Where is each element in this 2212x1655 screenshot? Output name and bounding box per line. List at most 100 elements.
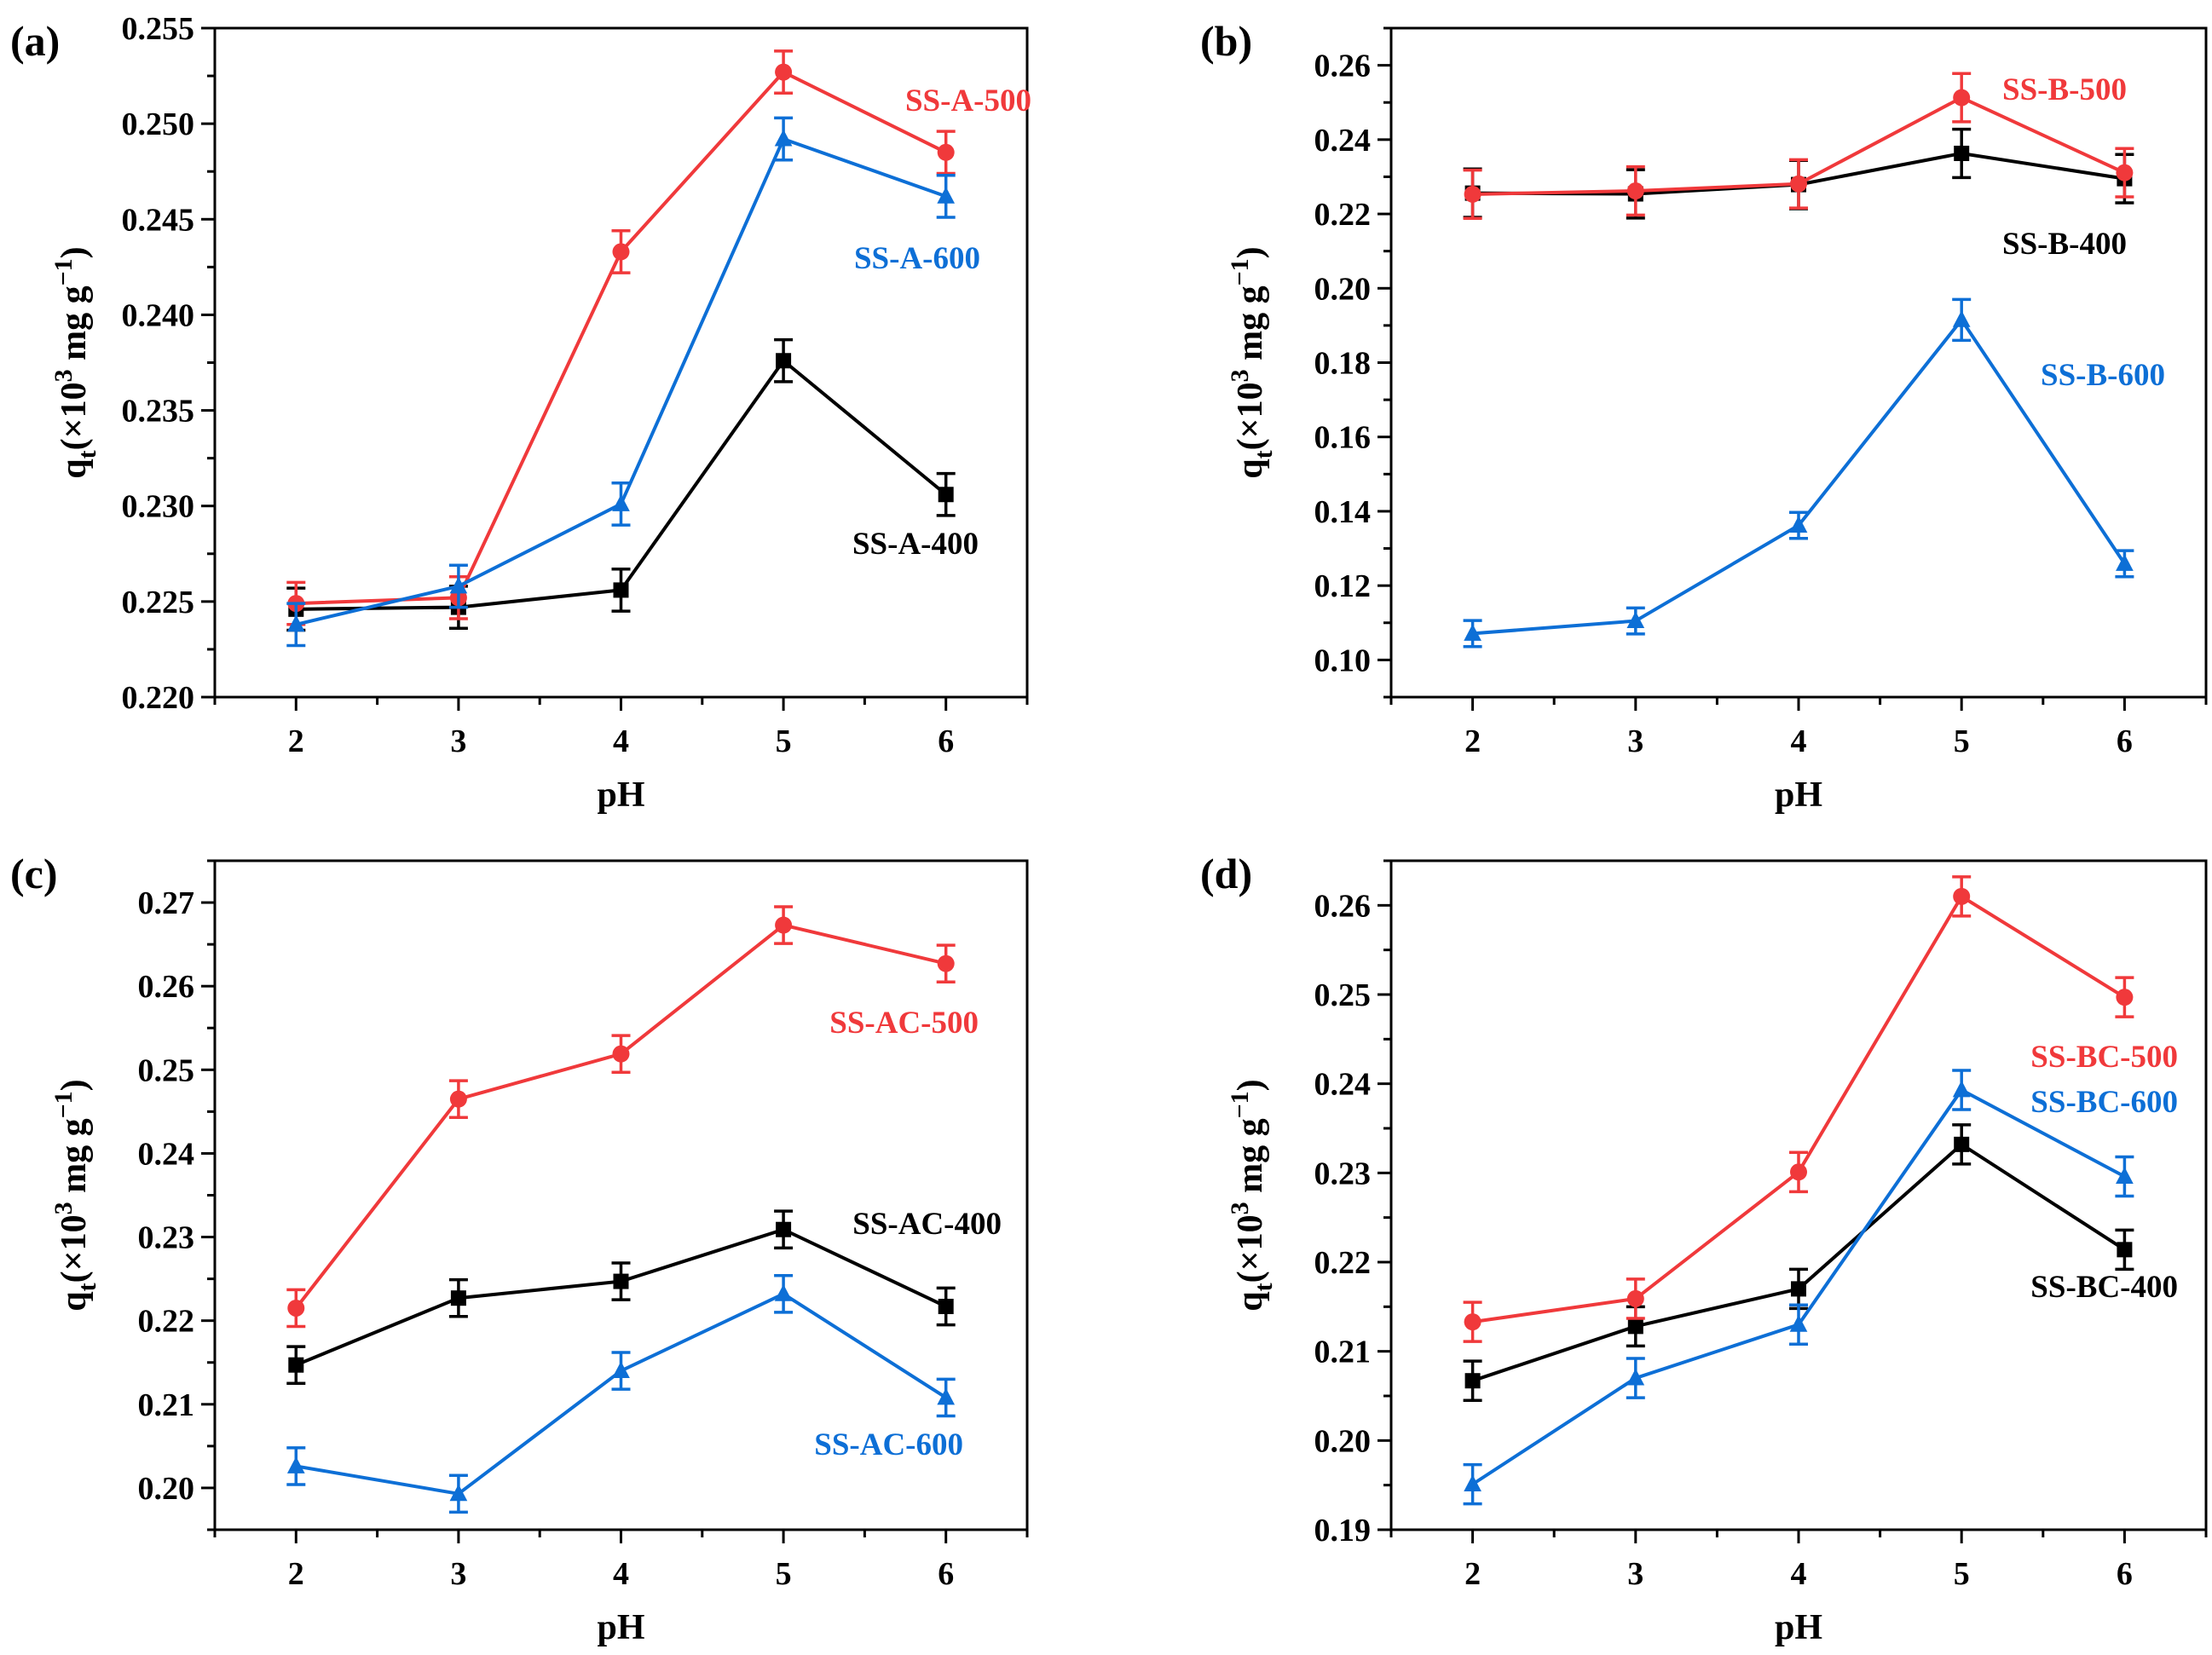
x-tick-label: 4 bbox=[1791, 724, 1807, 759]
series-SS-AC-500: SS-AC-500 bbox=[286, 905, 979, 1329]
x-tick-label: 5 bbox=[1954, 1556, 1970, 1592]
y-tick-label: 0.240 bbox=[122, 297, 195, 333]
x-axis-label: pH bbox=[597, 776, 644, 815]
data-point bbox=[1464, 1373, 1481, 1389]
data-point bbox=[937, 143, 955, 161]
x-tick-label: 3 bbox=[450, 1556, 466, 1592]
x-tick-label: 2 bbox=[1464, 1556, 1481, 1592]
y-tick-label: 0.250 bbox=[122, 107, 195, 142]
data-point bbox=[1953, 887, 1971, 905]
y-tick-label: 0.26 bbox=[1314, 49, 1372, 84]
data-point bbox=[286, 1456, 305, 1473]
y-tick-label: 0.24 bbox=[1314, 123, 1372, 159]
panel-label: (d) bbox=[1200, 850, 1252, 897]
series-label: SS-B-500 bbox=[2002, 72, 2127, 107]
data-point bbox=[1789, 1315, 1808, 1332]
data-point bbox=[775, 916, 793, 934]
series-label: SS-A-500 bbox=[905, 84, 1031, 118]
x-tick-label: 3 bbox=[450, 724, 466, 759]
x-axis-label: pH bbox=[1775, 1608, 1822, 1647]
chart-panel-1: (a) 2 3 4 5 6 0.220 0.225 0.230 0.235 0.240 0.245 0.… bbox=[10, 11, 1031, 815]
x-tick-label: 5 bbox=[776, 724, 792, 759]
x-tick-label: 2 bbox=[288, 1556, 304, 1592]
x-tick-label: 3 bbox=[1627, 1556, 1643, 1592]
data-point bbox=[1953, 89, 1971, 107]
data-point bbox=[1464, 624, 1481, 641]
x-tick-label: 2 bbox=[1464, 724, 1481, 759]
y-tick-label: 0.225 bbox=[122, 585, 195, 620]
data-point bbox=[775, 63, 793, 81]
x-tick-label: 5 bbox=[776, 1556, 792, 1592]
data-point bbox=[938, 487, 954, 503]
y-tick-label: 0.21 bbox=[138, 1387, 195, 1423]
y-tick-label: 0.22 bbox=[1314, 1245, 1372, 1281]
y-tick-label: 0.23 bbox=[138, 1220, 195, 1256]
x-tick-label: 3 bbox=[1627, 724, 1643, 759]
series-label: SS-A-600 bbox=[854, 241, 980, 276]
chart-panel-4: (d) 2 3 4 5 6 0.19 0.20 0.21 0.22 0.23 0.24 0.25 0.26… bbox=[1200, 850, 2208, 1647]
x-tick-label: 4 bbox=[613, 1556, 629, 1592]
data-point bbox=[937, 954, 955, 972]
data-point bbox=[774, 129, 793, 147]
y-tick-label: 0.22 bbox=[1314, 197, 1372, 233]
y-tick-label: 0.20 bbox=[138, 1471, 195, 1507]
series-SS-BC-400: SS-BC-400 bbox=[1463, 1123, 2178, 1402]
series-label: SS-B-400 bbox=[2002, 227, 2127, 262]
y-tick-label: 0.26 bbox=[138, 969, 195, 1005]
data-point bbox=[1464, 1313, 1481, 1331]
panel-label: (a) bbox=[10, 17, 60, 65]
y-tick-label: 0.20 bbox=[1314, 1423, 1372, 1459]
data-point bbox=[449, 1484, 468, 1502]
series-line bbox=[295, 136, 947, 626]
y-tick-label: 0.22 bbox=[138, 1304, 195, 1340]
chart-panel-3: (c) 2 3 4 5 6 0.20 0.21 0.22 0.23 0.24 0.25 0.26 0.27… bbox=[10, 850, 1029, 1647]
data-point bbox=[1626, 611, 1645, 629]
data-point bbox=[938, 1299, 954, 1315]
series-label: SS-AC-400 bbox=[852, 1207, 1002, 1242]
y-tick-label: 0.19 bbox=[1314, 1513, 1372, 1548]
x-tick-label: 2 bbox=[288, 724, 304, 759]
series-SS-AC-600: SS-AC-600 bbox=[286, 1273, 963, 1514]
data-point bbox=[2116, 1167, 2134, 1184]
y-tick-label: 0.27 bbox=[138, 885, 195, 921]
data-point bbox=[449, 1090, 467, 1108]
y-axis-label: qt(×103 mg g−1) bbox=[1226, 1079, 1278, 1311]
y-axis-label: qt(×103 mg g−1) bbox=[49, 246, 101, 478]
data-point bbox=[2116, 554, 2134, 571]
series-SS-BC-500: SS-BC-500 bbox=[1463, 875, 2178, 1343]
series-label: SS-BC-400 bbox=[2030, 1270, 2178, 1305]
series-SS-A-400: SS-A-400 bbox=[286, 337, 979, 632]
y-tick-label: 0.230 bbox=[122, 489, 195, 525]
data-point bbox=[612, 1361, 630, 1378]
series-label: SS-BC-600 bbox=[2030, 1085, 2178, 1120]
data-point bbox=[1789, 516, 1808, 533]
y-tick-label: 0.25 bbox=[138, 1052, 195, 1088]
data-point bbox=[287, 1299, 305, 1317]
y-tick-label: 0.18 bbox=[1314, 346, 1372, 382]
data-point bbox=[1464, 185, 1481, 203]
y-tick-label: 0.14 bbox=[1314, 494, 1372, 530]
series-SS-B-500: SS-B-500 bbox=[1463, 72, 2134, 221]
data-point bbox=[1790, 175, 1807, 193]
data-point bbox=[286, 614, 305, 632]
data-point bbox=[288, 1357, 304, 1373]
series-label: SS-BC-500 bbox=[2030, 1040, 2178, 1075]
data-point bbox=[776, 353, 792, 369]
data-point bbox=[1626, 182, 1644, 200]
plot-frame bbox=[1389, 859, 2208, 1531]
data-point bbox=[613, 582, 629, 598]
data-point bbox=[612, 1045, 630, 1063]
series-label: SS-A-400 bbox=[852, 527, 979, 562]
series-SS-AC-400: SS-AC-400 bbox=[286, 1207, 1002, 1386]
data-point bbox=[450, 1290, 466, 1306]
y-tick-label: 0.12 bbox=[1314, 568, 1372, 604]
y-tick-label: 0.245 bbox=[122, 202, 195, 238]
data-point bbox=[1952, 1080, 1971, 1098]
x-tick-label: 6 bbox=[2117, 1556, 2133, 1592]
y-tick-label: 0.24 bbox=[138, 1136, 195, 1172]
series-label: SS-AC-600 bbox=[814, 1427, 963, 1462]
y-axis-label: qt(×103 mg g−1) bbox=[49, 1079, 101, 1311]
y-tick-label: 0.235 bbox=[122, 394, 195, 430]
data-point bbox=[774, 1284, 793, 1301]
